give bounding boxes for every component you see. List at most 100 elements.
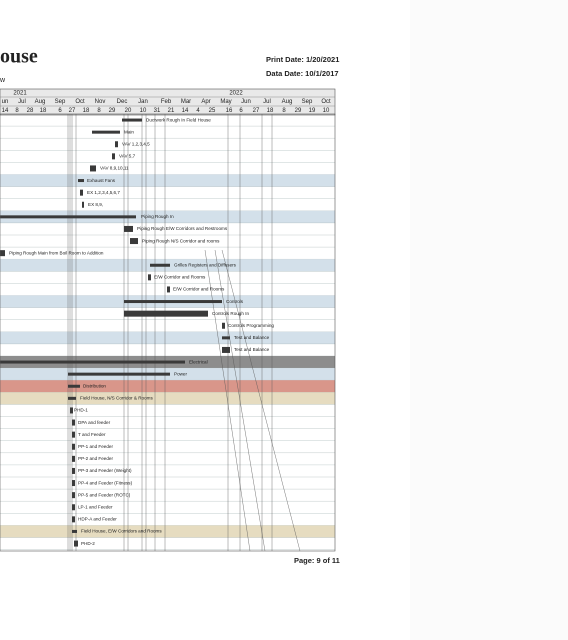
task-label: Distribution [83, 383, 106, 388]
task-bar [82, 201, 84, 208]
month-label: Dec [117, 99, 128, 105]
task-label: PP-1 and Feeder [78, 444, 113, 449]
scan-margin [410, 0, 568, 640]
link-line [214, 249, 266, 552]
task-label: EX 8,9, [88, 202, 103, 207]
link-line [221, 249, 301, 552]
task-label: Piping Rough E/W Corridors and Restrooms [137, 226, 228, 231]
task-label: Test and Balance [234, 335, 270, 340]
task-label: VAV 8,9,10,11 [100, 166, 129, 171]
task-label: Test and Balance [234, 347, 270, 352]
day-label: 8 [282, 108, 286, 114]
task-label: Controls Rough In [212, 311, 249, 316]
month-label: Jul [263, 99, 271, 105]
day-label: 16 [226, 108, 233, 114]
day-label: 10 [140, 108, 147, 114]
month-label: Feb [161, 99, 172, 105]
row-band [0, 210, 335, 223]
task-label: EX 1,2,3,4,5,6,7 [87, 190, 120, 195]
print-date: Print Date: 1/20/2021 [266, 55, 339, 64]
day-label: 29 [109, 108, 116, 114]
day-label: 27 [253, 108, 260, 114]
task-bar [124, 225, 133, 232]
day-label: 21 [168, 108, 175, 114]
task-bar [72, 504, 75, 511]
task-bar [72, 467, 75, 474]
row-band [0, 392, 335, 405]
subtitle: w [0, 77, 6, 84]
task-label: DPA and feeder [78, 420, 111, 425]
summary-bar [0, 360, 185, 364]
day-label: 20 [125, 108, 132, 114]
task-label: Controls [226, 299, 244, 304]
task-label: HDP-A and Feeder [78, 517, 117, 522]
data-date: Data Date: 10/1/2017 [266, 69, 339, 78]
month-label: un [2, 99, 9, 105]
month-label: Nov [95, 99, 106, 105]
task-label: Grilles Registers and Diffusers [174, 262, 237, 267]
task-label: LP-1 and Feeder [78, 504, 113, 509]
task-bar [72, 419, 75, 426]
task-label: Piping Rough N/S Corridor and rooms [142, 238, 220, 243]
day-label: 31 [154, 108, 161, 114]
task-bar [80, 189, 83, 196]
summary-bar [92, 130, 120, 134]
day-label: 8 [15, 108, 19, 114]
day-label: 6 [239, 108, 243, 114]
chart-frame [0, 113, 336, 552]
task-label: PHD-2 [81, 541, 95, 546]
month-label: Jul [18, 99, 26, 105]
day-label: 18 [83, 108, 90, 114]
task-label: VAV 1,2,3,4,5 [122, 141, 150, 146]
task-bar [167, 286, 170, 293]
month-label: Jun [241, 99, 251, 105]
day-label: 27 [69, 108, 76, 114]
task-label: Piping Rough Main from Boil Room to Addi… [9, 250, 104, 255]
day-label: 18 [40, 108, 47, 114]
month-label: Aug [35, 99, 46, 105]
row-band [0, 331, 335, 344]
day-label: 6 [58, 108, 62, 114]
day-label: 29 [295, 108, 302, 114]
day-label: 28 [27, 108, 34, 114]
task-bar [90, 165, 96, 172]
task-label: Exhaust Fans [87, 178, 116, 183]
task-label: Field House, N/S Corridor & Rooms [80, 396, 153, 401]
summary-bar [0, 215, 136, 219]
day-label: 8 [97, 108, 101, 114]
month-label: Aug [282, 99, 293, 105]
summary-bar [68, 396, 76, 400]
task-label: PP-5 and Feeder (ROTC) [78, 492, 131, 497]
task-bar [112, 153, 115, 160]
day-label: 14 [2, 108, 9, 114]
task-bar [0, 250, 5, 257]
task-bar [72, 455, 75, 462]
task-bar [72, 443, 75, 450]
task-label: Electrical [189, 359, 208, 364]
task-bar [115, 141, 118, 148]
year-label: 2021 [13, 91, 27, 97]
task-label: Main [124, 129, 134, 134]
month-label: Oct [75, 99, 85, 105]
summary-bar [222, 336, 230, 340]
task-label: PP-3 and Feeder (Weight) [78, 468, 132, 473]
year-label: 2022 [229, 91, 243, 97]
task-bar [72, 480, 75, 487]
task-bar [124, 310, 208, 317]
month-label: Oct [321, 99, 331, 105]
summary-bar [78, 179, 84, 183]
title: ouse [0, 46, 38, 68]
task-label: PHD-1 [74, 408, 88, 413]
row-band [0, 174, 335, 187]
month-label: Jan [138, 99, 148, 105]
day-label: 14 [182, 108, 189, 114]
task-bar [222, 322, 225, 329]
task-bar [148, 274, 151, 281]
summary-bar [122, 118, 142, 122]
task-label: T and Feeder [78, 432, 106, 437]
task-bar [70, 407, 73, 414]
summary-bar [72, 529, 77, 533]
summary-bar [150, 263, 170, 267]
summary-bar [68, 372, 170, 376]
